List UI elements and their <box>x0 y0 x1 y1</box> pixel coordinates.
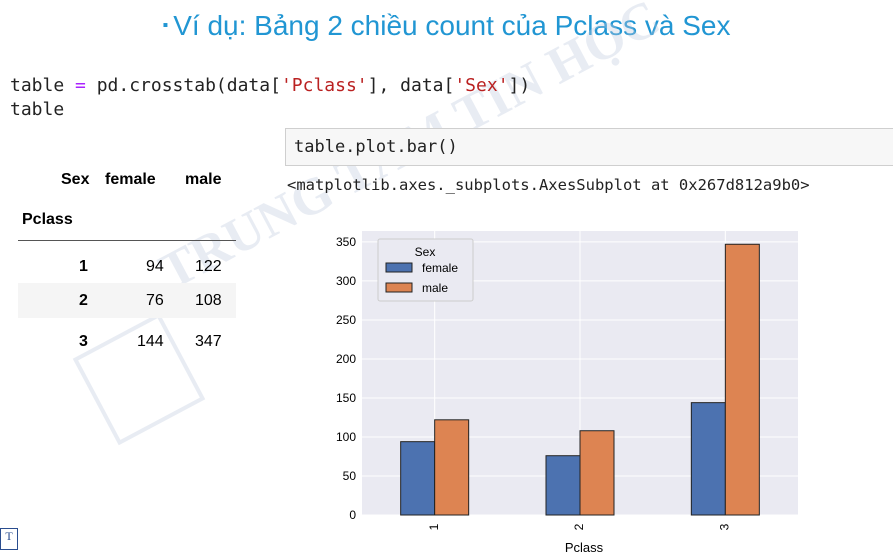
title-text: Ví dụ: Bảng 2 chiều count của Pclass và … <box>173 10 731 41</box>
x-tick-label-3: 3 <box>718 523 732 530</box>
y-tick-label-100: 100 <box>336 430 356 444</box>
row-index-3: 3 <box>79 333 88 350</box>
bar-male-2 <box>579 430 615 516</box>
header-divider <box>18 240 236 241</box>
cell-male-1: 122 <box>195 258 222 275</box>
y-tick-label-250: 250 <box>336 313 356 327</box>
cell-female-1: 94 <box>146 258 164 275</box>
row-index-2: 2 <box>79 292 88 309</box>
header-female: female <box>105 171 156 188</box>
bar-male-1 <box>434 419 470 516</box>
code-mid: ], data[ <box>367 75 455 96</box>
cell-female-2: 76 <box>146 292 164 309</box>
x-tick-label-1: 1 <box>427 523 441 530</box>
code-str-pclass: 'Pclass' <box>280 75 368 96</box>
header-male: male <box>185 171 222 188</box>
y-tick-label-200: 200 <box>336 352 356 366</box>
x-tick-label-2: 2 <box>572 523 586 530</box>
cell-male-3: 347 <box>195 333 222 350</box>
code-cell-plot[interactable]: table.plot.bar() <box>285 128 893 166</box>
y-tick-label-0: 0 <box>349 508 356 522</box>
slide-title: ▪ Ví dụ: Bảng 2 chiều count của Pclass và… <box>0 10 893 42</box>
code-line2: table <box>10 99 65 120</box>
header-index-label: Pclass <box>22 211 73 228</box>
legend-label-female: female <box>422 261 458 275</box>
logo-icon: T <box>0 528 18 550</box>
cell-female-3: 144 <box>137 333 164 350</box>
output-repr: <matplotlib.axes._subplots.AxesSubplot a… <box>287 176 810 194</box>
code-end: ]) <box>508 75 531 96</box>
legend-title: Sex <box>415 245 436 259</box>
bar-female-3 <box>690 402 726 516</box>
bar-male-3 <box>724 243 760 516</box>
header-columns-label: Sex <box>61 171 90 188</box>
code-cell-crosstab[interactable]: table = pd.crosstab(data['Pclass'], data… <box>10 74 530 122</box>
y-tick-label-300: 300 <box>336 274 356 288</box>
legend-swatch-male <box>385 282 413 293</box>
row-stripe <box>18 283 236 318</box>
chart-legend: Sex female male <box>377 238 474 302</box>
code-str-sex: 'Sex' <box>454 75 509 96</box>
bar-female-1 <box>400 441 436 516</box>
code-var: table <box>10 75 65 96</box>
row-index-1: 1 <box>79 258 88 275</box>
code-func: pd.crosstab(data[ <box>96 75 281 96</box>
legend-label-male: male <box>422 281 448 295</box>
x-axis-label: Pclass <box>565 540 604 555</box>
cell-male-2: 108 <box>195 292 222 309</box>
legend-swatch-female <box>385 262 413 273</box>
title-bullet: ▪ <box>162 17 169 34</box>
y-tick-label-350: 350 <box>336 235 356 249</box>
code-plot-text: table.plot.bar() <box>294 137 458 157</box>
y-tick-label-150: 150 <box>336 391 356 405</box>
code-eq: = <box>64 75 97 96</box>
y-tick-label-50: 50 <box>343 469 357 483</box>
bar-female-2 <box>545 455 581 516</box>
